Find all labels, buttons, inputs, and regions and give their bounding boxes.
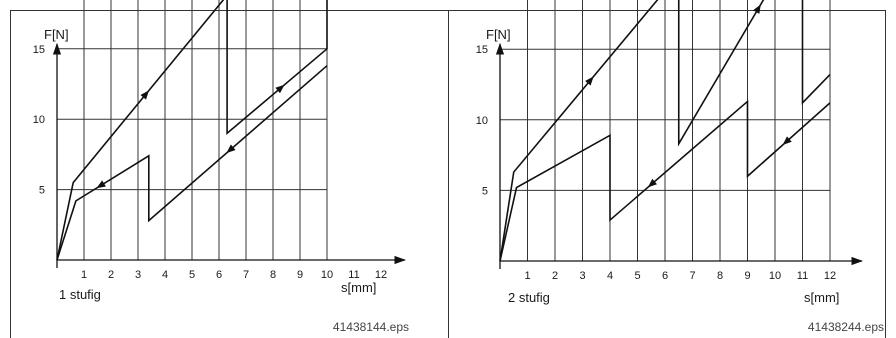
chart-subtitle: 2 stufig	[508, 290, 550, 305]
y-tick-label: 5	[482, 185, 488, 197]
x-tick-label: 11	[797, 270, 808, 282]
x-tick-label: 3	[579, 270, 585, 282]
x-tick-label: 1	[81, 269, 87, 281]
y-tick-label: 10	[33, 114, 45, 126]
x-tick-label: 5	[189, 269, 195, 281]
x-tick-label: 7	[243, 269, 249, 281]
y-tick-label: 15	[33, 44, 45, 56]
x-tick-label: 4	[162, 269, 168, 281]
x-tick-label: 9	[297, 269, 303, 281]
x-tick-label: 10	[769, 270, 781, 282]
chart-subtitle: 1 stufig	[59, 287, 101, 302]
y-tick-label: 15	[476, 44, 488, 56]
file-label: 41438244.eps	[808, 320, 884, 334]
x-tick-label: 3	[135, 269, 141, 281]
y-tick-label: 10	[476, 115, 488, 127]
x-tick-label: 2	[108, 269, 114, 281]
direction-arrow-icon	[753, 4, 761, 14]
x-axis-label: s[mm]	[341, 280, 376, 295]
x-tick-label: 6	[216, 269, 222, 281]
chart-2-stufig: F[N] s[mm] 2 stufig 41438244.eps 5101520…	[476, 0, 884, 334]
x-tick-label: 7	[689, 270, 695, 282]
y-axis-label: F[N]	[486, 27, 511, 42]
x-tick-label: 12	[375, 269, 387, 281]
chart-1-stufig: F[N] s[mm] 1 stufig 41438144.eps 5101520…	[33, 0, 409, 334]
x-axis-label: s[mm]	[804, 290, 839, 305]
x-tick-label: 11	[348, 269, 359, 281]
x-tick-label: 8	[717, 270, 723, 282]
x-tick-label: 5	[634, 270, 640, 282]
x-tick-label: 2	[552, 270, 558, 282]
x-tick-label: 1	[524, 270, 530, 282]
x-tick-label: 4	[607, 270, 613, 282]
x-tick-label: 6	[662, 270, 668, 282]
grid	[500, 0, 830, 261]
direction-arrow-icon	[96, 180, 106, 188]
x-tick-label: 12	[824, 270, 836, 282]
x-tick-label: 9	[744, 270, 750, 282]
file-label: 41438144.eps	[333, 320, 409, 334]
x-tick-label: 10	[321, 269, 333, 281]
x-tick-label: 8	[270, 269, 276, 281]
y-tick-label: 5	[39, 185, 45, 197]
y-axis-label: F[N]	[44, 27, 69, 42]
